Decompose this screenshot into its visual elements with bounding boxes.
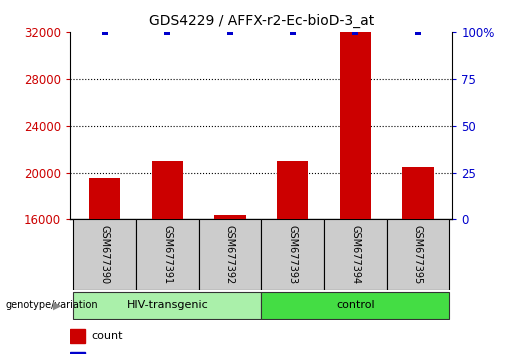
Bar [89, 178, 120, 219]
Bar [73, 292, 262, 319]
Bar [70, 352, 85, 354]
Point [289, 29, 297, 35]
Text: GSM677391: GSM677391 [162, 225, 172, 285]
Text: control: control [336, 300, 374, 310]
Bar [386, 219, 449, 290]
Bar [262, 219, 324, 290]
Text: genotype/variation: genotype/variation [5, 300, 98, 310]
Point [100, 29, 109, 35]
Text: HIV-transgenic: HIV-transgenic [126, 300, 208, 310]
Bar [277, 161, 308, 219]
Bar [214, 215, 245, 219]
Text: count: count [91, 331, 123, 341]
Text: GSM677392: GSM677392 [225, 225, 235, 285]
Point [163, 29, 172, 35]
Text: GSM677390: GSM677390 [100, 225, 110, 285]
Bar [340, 32, 371, 219]
Point [351, 29, 359, 35]
Bar [324, 219, 386, 290]
Bar [152, 161, 183, 219]
Bar [70, 329, 85, 343]
Bar [136, 219, 199, 290]
Bar [402, 167, 434, 219]
Text: GSM677393: GSM677393 [288, 225, 297, 285]
Text: GSM677394: GSM677394 [350, 225, 360, 285]
Bar [262, 292, 449, 319]
Text: GSM677395: GSM677395 [413, 225, 423, 285]
Bar [199, 219, 262, 290]
Title: GDS4229 / AFFX-r2-Ec-bioD-3_at: GDS4229 / AFFX-r2-Ec-bioD-3_at [149, 14, 374, 28]
Bar [73, 219, 136, 290]
Text: ▶: ▶ [53, 300, 61, 310]
Point [414, 29, 422, 35]
Point [226, 29, 234, 35]
